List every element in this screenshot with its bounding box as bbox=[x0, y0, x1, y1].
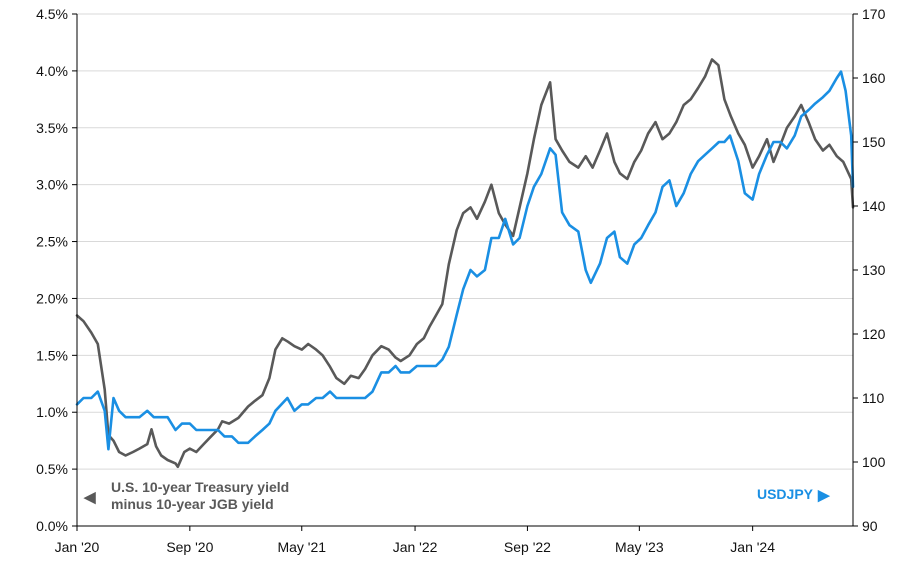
left-tick-label: 3.0% bbox=[36, 177, 68, 193]
series-line-usdjpy bbox=[75, 70, 855, 451]
left-tick-label: 1.5% bbox=[36, 347, 68, 363]
right-axis-ticks: 90 100 110 120 130 140 150 160 170 bbox=[853, 6, 886, 534]
legend-treasury-line-2: minus 10-year JGB yield bbox=[111, 496, 274, 512]
right-tick-label: 110 bbox=[862, 390, 885, 406]
legend-usdjpy: USDJPY ▶ bbox=[757, 486, 831, 504]
x-tick-label: Jan '24 bbox=[730, 539, 775, 555]
x-tick-label: Sep '20 bbox=[166, 539, 213, 555]
series-line-treasury-spread bbox=[75, 58, 855, 469]
left-tick-label: 2.5% bbox=[36, 234, 68, 250]
right-tick-label: 100 bbox=[862, 454, 886, 470]
right-tick-label: 150 bbox=[862, 134, 886, 150]
x-tick-label: May '23 bbox=[615, 539, 664, 555]
right-tick-label: 90 bbox=[862, 518, 878, 534]
gridlines bbox=[77, 13, 853, 470]
legend-usdjpy-marker: ▶ bbox=[817, 487, 831, 504]
x-tick-label: Sep '22 bbox=[504, 539, 551, 555]
right-tick-label: 120 bbox=[862, 326, 886, 342]
legend-treasury-line-1: U.S. 10-year Treasury yield bbox=[111, 479, 289, 495]
legend-treasury-marker: ◀ bbox=[83, 489, 96, 506]
series-lines bbox=[75, 58, 855, 469]
right-tick-label: 160 bbox=[862, 70, 886, 86]
left-tick-label: 4.5% bbox=[36, 6, 68, 22]
right-tick-label: 170 bbox=[862, 6, 886, 22]
legend-usdjpy-label: USDJPY bbox=[757, 486, 814, 502]
x-tick-label: Jan '20 bbox=[55, 539, 100, 555]
x-tick-label: Jan '22 bbox=[393, 539, 438, 555]
left-tick-label: 2.0% bbox=[36, 290, 68, 306]
right-tick-label: 130 bbox=[862, 262, 886, 278]
x-axis-ticks: Jan '20 Sep '20 May '21 Jan '22 Sep '22 May '… bbox=[55, 526, 775, 555]
x-tick-label: May '21 bbox=[277, 539, 326, 555]
left-tick-label: 3.5% bbox=[36, 120, 68, 136]
left-tick-label: 0.5% bbox=[36, 461, 68, 477]
left-axis-ticks: 0.0% 0.5% 1.0% 1.5% 2.0% 2.5% 3.0% 3.5% 4.0% 4.5% bbox=[36, 6, 77, 534]
left-tick-label: 1.0% bbox=[36, 404, 68, 420]
right-tick-label: 140 bbox=[862, 198, 886, 214]
left-tick-label: 0.0% bbox=[36, 518, 68, 534]
legend-treasury-spread: ◀ U.S. 10-year Treasury yield minus 10-y… bbox=[83, 479, 289, 512]
left-tick-label: 4.0% bbox=[36, 63, 68, 79]
